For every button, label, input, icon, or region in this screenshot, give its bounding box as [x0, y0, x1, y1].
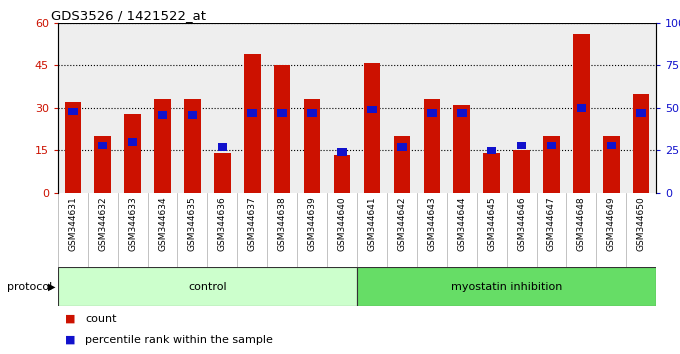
Bar — [248, 109, 257, 117]
Text: ■: ■ — [65, 335, 75, 345]
Text: GSM344644: GSM344644 — [457, 197, 466, 251]
Bar — [424, 99, 440, 193]
Bar — [364, 63, 380, 193]
Bar — [58, 267, 357, 306]
Text: GSM344638: GSM344638 — [277, 197, 287, 251]
Bar — [607, 142, 616, 149]
Bar — [543, 136, 560, 193]
Text: ■: ■ — [65, 314, 75, 324]
Text: GSM344633: GSM344633 — [128, 197, 137, 251]
Bar — [636, 109, 646, 117]
Bar — [218, 143, 227, 151]
Text: ▶: ▶ — [48, 282, 55, 292]
Text: GSM344642: GSM344642 — [397, 197, 407, 251]
Text: GSM344649: GSM344649 — [607, 197, 616, 251]
Bar — [457, 109, 466, 117]
Text: GSM344646: GSM344646 — [517, 197, 526, 251]
Text: control: control — [188, 282, 226, 292]
Bar — [95, 136, 111, 193]
Bar — [304, 99, 320, 193]
Bar — [65, 102, 81, 193]
Bar — [394, 136, 410, 193]
Bar — [577, 104, 586, 112]
Text: GSM344637: GSM344637 — [248, 197, 257, 251]
Bar — [427, 109, 437, 117]
Bar — [397, 143, 407, 151]
Bar — [124, 114, 141, 193]
Text: myostatin inhibition: myostatin inhibition — [451, 282, 562, 292]
Text: GSM344645: GSM344645 — [487, 197, 496, 251]
Bar — [517, 142, 526, 149]
Bar — [158, 111, 167, 119]
Text: GSM344640: GSM344640 — [337, 197, 347, 251]
Text: GSM344650: GSM344650 — [636, 197, 646, 251]
Text: GSM344643: GSM344643 — [427, 197, 437, 251]
Bar — [334, 155, 350, 193]
Text: count: count — [85, 314, 116, 324]
Bar — [573, 34, 590, 193]
Bar — [483, 153, 500, 193]
Bar — [603, 136, 619, 193]
Bar — [98, 142, 107, 149]
Bar — [277, 109, 287, 117]
Bar — [547, 142, 556, 149]
Bar — [154, 99, 171, 193]
Text: protocol: protocol — [7, 282, 52, 292]
Text: GSM344639: GSM344639 — [307, 197, 317, 251]
Text: GSM344641: GSM344641 — [367, 197, 377, 251]
Bar — [513, 150, 530, 193]
Text: GSM344634: GSM344634 — [158, 197, 167, 251]
Bar — [184, 99, 201, 193]
Bar — [454, 105, 470, 193]
Bar — [487, 147, 496, 154]
Bar — [357, 267, 656, 306]
Bar — [337, 148, 347, 156]
Bar — [214, 153, 231, 193]
Bar — [68, 108, 78, 115]
Bar — [274, 65, 290, 193]
Text: GSM344647: GSM344647 — [547, 197, 556, 251]
Text: GSM344632: GSM344632 — [98, 197, 107, 251]
Text: GSM344636: GSM344636 — [218, 197, 227, 251]
Bar — [128, 138, 137, 146]
Bar — [633, 94, 649, 193]
Bar — [367, 106, 377, 114]
Bar — [307, 109, 317, 117]
Text: GSM344635: GSM344635 — [188, 197, 197, 251]
Bar — [244, 54, 260, 193]
Bar — [188, 111, 197, 119]
Text: percentile rank within the sample: percentile rank within the sample — [85, 335, 273, 345]
Text: GSM344631: GSM344631 — [68, 197, 78, 251]
Text: GSM344648: GSM344648 — [577, 197, 586, 251]
Text: GDS3526 / 1421522_at: GDS3526 / 1421522_at — [51, 9, 206, 22]
